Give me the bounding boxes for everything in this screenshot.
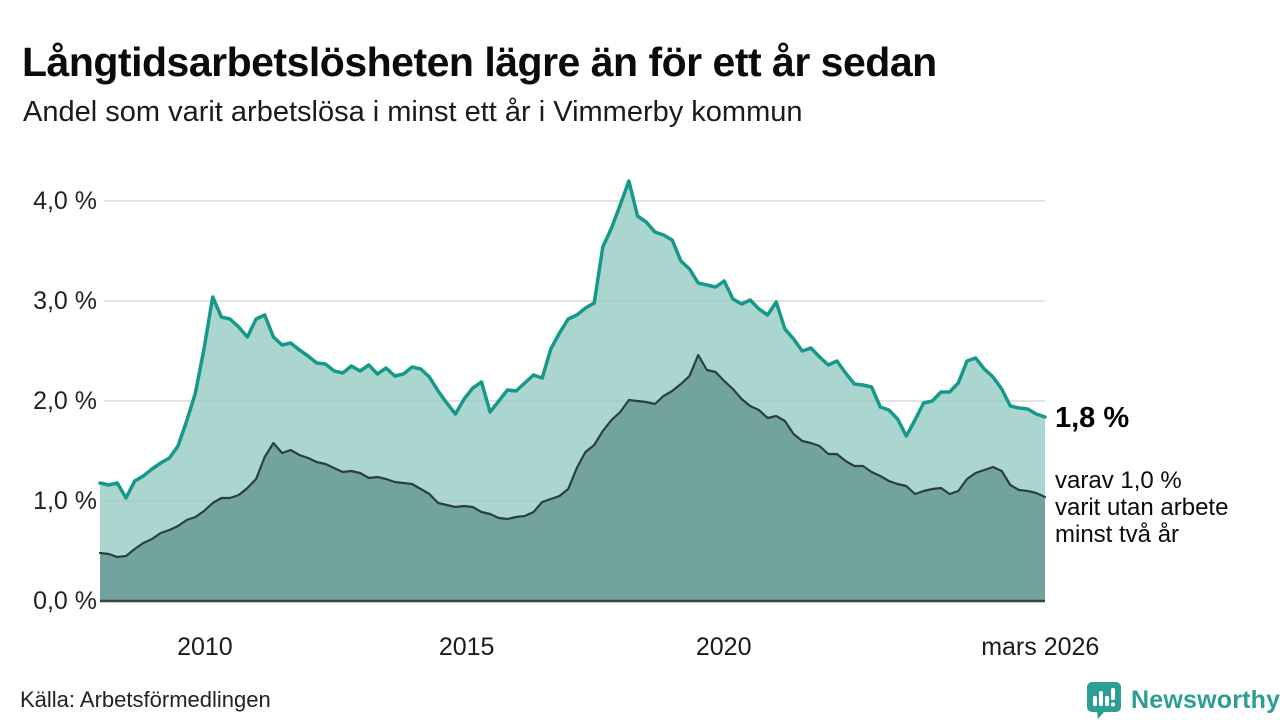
source-credit: Källa: Arbetsförmedlingen bbox=[20, 687, 271, 712]
secondary-annotation-line2: varit utan arbete bbox=[1055, 494, 1229, 521]
page-title: Långtidsarbetslösheten lägre än för ett … bbox=[22, 39, 937, 86]
secondary-annotation: varav 1,0 % varit utan arbete minst två … bbox=[1055, 467, 1270, 548]
page-subtitle: Andel som varit arbetslösa i minst ett å… bbox=[23, 96, 803, 128]
chart-series bbox=[98, 179, 1047, 601]
secondary-annotation-line1: varav 1,0 % bbox=[1055, 467, 1182, 494]
newsworthy-logo: Newsworthy bbox=[1085, 680, 1280, 720]
latest-value-annotation: 1,8 % varav 1,0 % varit utan arbete mins… bbox=[1055, 402, 1270, 548]
secondary-annotation-line3: minst två år bbox=[1055, 521, 1180, 548]
y-axis-tick: 1,0 % bbox=[33, 487, 97, 515]
y-axis-tick: 3,0 % bbox=[33, 287, 97, 315]
x-axis-tick: 2010 bbox=[177, 633, 233, 661]
x-axis-tick: 2020 bbox=[695, 633, 752, 661]
y-axis-tick: 2,0 % bbox=[33, 387, 97, 415]
latest-value-label: 1,8 % bbox=[1055, 402, 1130, 434]
y-axis-tick: 0,0 % bbox=[33, 587, 97, 615]
newsworthy-icon bbox=[1087, 682, 1121, 719]
newsworthy-wordmark: Newsworthy bbox=[1131, 685, 1280, 714]
x-axis-tick: mars 2026 bbox=[981, 633, 1100, 661]
x-axis-tick: 2015 bbox=[438, 633, 495, 661]
y-axis-tick: 4,0 % bbox=[33, 187, 97, 215]
